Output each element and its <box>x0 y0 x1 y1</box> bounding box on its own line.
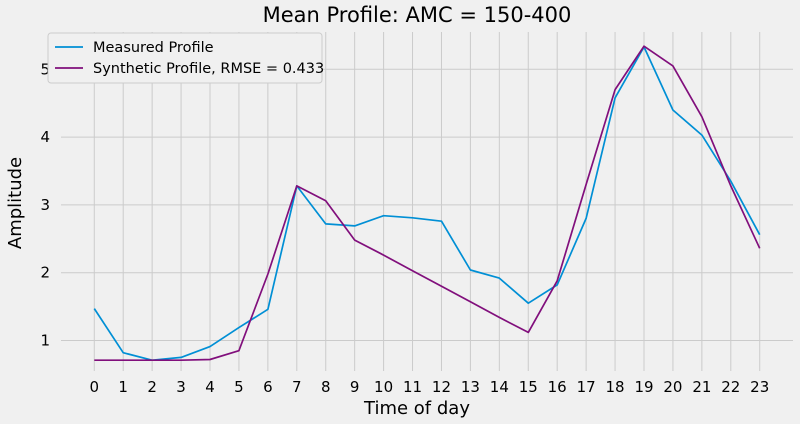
x-tick-label: 12 <box>432 378 451 396</box>
x-tick-label: 16 <box>548 378 567 396</box>
x-tick-label: 11 <box>403 378 422 396</box>
plot-area <box>61 32 793 371</box>
series-line-0 <box>93 46 761 362</box>
series-line-1 <box>94 45 761 362</box>
x-tick-label: 10 <box>374 378 393 396</box>
x-tick-label: 22 <box>721 378 740 396</box>
legend-box <box>47 32 323 84</box>
x-tick-label: 4 <box>205 378 215 396</box>
x-tick-label: 5 <box>234 378 244 396</box>
x-tick-label: 6 <box>263 378 273 396</box>
x-tick-label: 14 <box>490 378 509 396</box>
legend-label-measured: Measured Profile <box>93 40 214 56</box>
x-tick-label: 21 <box>692 378 711 396</box>
x-tick-label: 17 <box>577 378 596 396</box>
legend-label-synthetic: Synthetic Profile, RMSE = 0.433 <box>93 61 324 77</box>
x-tick-label: 2 <box>147 378 157 396</box>
x-tick-label: 3 <box>176 378 186 396</box>
chart-title: Mean Profile: AMC = 150-400 <box>263 3 572 27</box>
x-tick-labels: 0 1 2 3 4 5 6 7 8 9 10 11 12 13 14 15 16 17 18 19 20 21 22 23 <box>89 378 769 396</box>
x-axis-label: Time of day <box>363 398 470 419</box>
x-tick-label: 20 <box>663 378 682 396</box>
x-tick-label: 15 <box>519 378 538 396</box>
x-gridlines <box>93 32 761 371</box>
legend: Measured Profile Synthetic Profile, RMSE… <box>47 32 324 84</box>
y-tick-label: 4 <box>40 128 50 146</box>
y-tick-label: 3 <box>40 196 50 214</box>
series-lines <box>93 45 761 362</box>
x-tick-label: 1 <box>118 378 128 396</box>
x-tick-label: 13 <box>461 378 480 396</box>
y-tick-label: 5 <box>40 60 50 78</box>
y-axis-label: Amplitude <box>5 157 26 249</box>
x-tick-label: 19 <box>634 378 653 396</box>
y-tick-label: 2 <box>40 264 50 282</box>
x-tick-label: 23 <box>750 378 769 396</box>
y-tick-labels: 1 2 3 4 5 <box>40 60 50 349</box>
y-tick-label: 1 <box>40 331 50 349</box>
x-tick-label: 18 <box>606 378 625 396</box>
x-tick-label: 0 <box>89 378 99 396</box>
x-tick-label: 8 <box>321 378 331 396</box>
x-tick-label: 9 <box>350 378 360 396</box>
x-tick-label: 7 <box>292 378 302 396</box>
